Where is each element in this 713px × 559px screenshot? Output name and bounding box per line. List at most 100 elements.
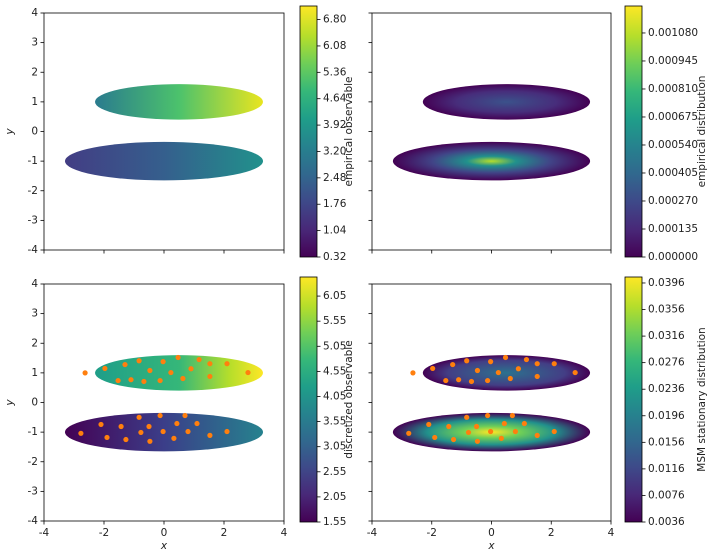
colorbar-tick-label: 0.0116 — [648, 463, 685, 475]
cluster-center — [410, 370, 416, 376]
cluster-center — [488, 428, 494, 435]
x-axis-label: x — [487, 540, 495, 552]
cluster-center — [160, 359, 166, 365]
y-tick-label: 4 — [31, 278, 38, 290]
y-tick-label: 3 — [31, 308, 38, 320]
colorbar-tick-label: 0.0316 — [648, 330, 685, 342]
cluster-center — [473, 423, 480, 430]
cluster-center — [196, 356, 202, 363]
cluster-center — [174, 420, 180, 427]
cluster-center — [175, 354, 181, 361]
cluster-center — [128, 377, 134, 383]
density-blob — [392, 141, 591, 181]
axes-frame — [371, 12, 612, 251]
cluster-center — [118, 423, 124, 430]
cluster-center — [78, 430, 84, 436]
axes-frame — [43, 12, 285, 251]
colorbar-tick-label: 0.001080 — [648, 27, 698, 39]
cluster-center — [432, 434, 438, 441]
y-axis-label: y — [4, 128, 16, 136]
colorbar-tick-label: 2.05 — [323, 491, 346, 503]
colorbar-label: empirical distribution — [696, 76, 708, 188]
y-tick-label: -1 — [28, 155, 38, 167]
y-tick-label: -4 — [28, 244, 39, 256]
density-blob — [422, 355, 591, 391]
cluster-center — [123, 436, 129, 443]
cluster-center — [224, 361, 230, 367]
cluster-center — [185, 428, 191, 435]
colorbar-tick-label: 5.55 — [323, 315, 346, 327]
colorbar-tick-label: 0.000405 — [648, 167, 698, 179]
x-tick-label: 2 — [548, 527, 555, 539]
cluster-center — [146, 423, 152, 430]
cluster-center — [485, 377, 491, 384]
colorbar-tick-label: 2.48 — [323, 172, 346, 184]
cluster-center — [194, 420, 200, 427]
colorbar — [624, 276, 643, 523]
colorbar-tick-label: 4.55 — [323, 365, 346, 377]
cluster-center — [572, 369, 578, 376]
cluster-center — [122, 361, 128, 368]
cluster-center — [224, 428, 230, 435]
colorbar-tick-label: 3.20 — [323, 145, 346, 157]
y-tick-label: 4 — [31, 7, 38, 19]
cluster-center — [157, 412, 163, 419]
cluster-center — [495, 369, 501, 376]
colorbar-tick-label: 3.92 — [323, 119, 346, 131]
colorbar-tick-label: 6.80 — [323, 14, 346, 26]
y-tick-label: 1 — [31, 96, 38, 108]
cluster-center — [515, 366, 521, 372]
x-tick-label: 2 — [221, 527, 228, 539]
y-tick-label: -2 — [28, 185, 38, 197]
x-tick-label: -4 — [367, 527, 378, 539]
y-tick-label: 0 — [31, 126, 38, 138]
colorbar-tick-label: 0.000270 — [648, 195, 698, 207]
cluster-center — [104, 434, 110, 441]
cluster-center — [468, 378, 475, 385]
density-blob — [95, 355, 263, 391]
colorbar-tick-label: 0.32 — [323, 251, 346, 263]
y-tick-label: -2 — [28, 456, 38, 468]
colorbar-tick-label: 0.0236 — [648, 383, 685, 395]
cluster-center — [464, 414, 470, 420]
colorbar-tick-label: 0.0356 — [648, 304, 685, 316]
density-blob — [65, 141, 263, 181]
cluster-center — [207, 373, 213, 380]
cluster-center — [474, 438, 481, 444]
cluster-center — [147, 438, 153, 444]
cluster-center — [450, 361, 456, 368]
colorbar-tick-label: 2.55 — [323, 466, 346, 478]
y-tick-label: -1 — [28, 426, 38, 438]
cluster-center — [207, 432, 213, 438]
cluster-center — [450, 436, 457, 443]
x-tick-label: 0 — [488, 527, 495, 539]
cluster-center — [430, 365, 436, 372]
y-tick-label: 2 — [31, 337, 38, 349]
colorbar-tick-label: 0.0276 — [648, 357, 685, 369]
cluster-center — [465, 429, 472, 436]
x-tick-label: 0 — [161, 527, 168, 539]
colorbar-tick-label: 5.36 — [323, 66, 347, 78]
colorbar-tick-label: 1.76 — [323, 198, 347, 210]
colorbar-tick-label: 0.0396 — [648, 277, 685, 289]
y-tick-label: 1 — [31, 367, 38, 379]
cluster-center — [245, 369, 251, 376]
cluster-center — [141, 378, 147, 385]
cluster-center — [512, 428, 519, 435]
x-tick-label: -4 — [39, 527, 50, 539]
colorbar-tick-label: 0.0196 — [648, 410, 685, 422]
colorbar-tick-label: 6.05 — [323, 290, 346, 302]
cluster-center — [498, 435, 504, 441]
cluster-center — [102, 365, 108, 372]
y-tick-label: -3 — [28, 485, 38, 497]
x-tick-label: -2 — [99, 527, 109, 539]
colorbar-tick-label: 6.08 — [323, 40, 346, 52]
cluster-center — [406, 430, 412, 436]
colorbar-tick-label: 4.05 — [323, 390, 346, 402]
colorbar-tick-label: 0.000810 — [648, 83, 698, 95]
colorbar-tick-label: 0.000540 — [648, 139, 698, 151]
cluster-center — [136, 358, 142, 364]
cluster-center — [464, 358, 470, 364]
cluster-center — [426, 421, 432, 428]
cluster-center — [157, 377, 163, 384]
